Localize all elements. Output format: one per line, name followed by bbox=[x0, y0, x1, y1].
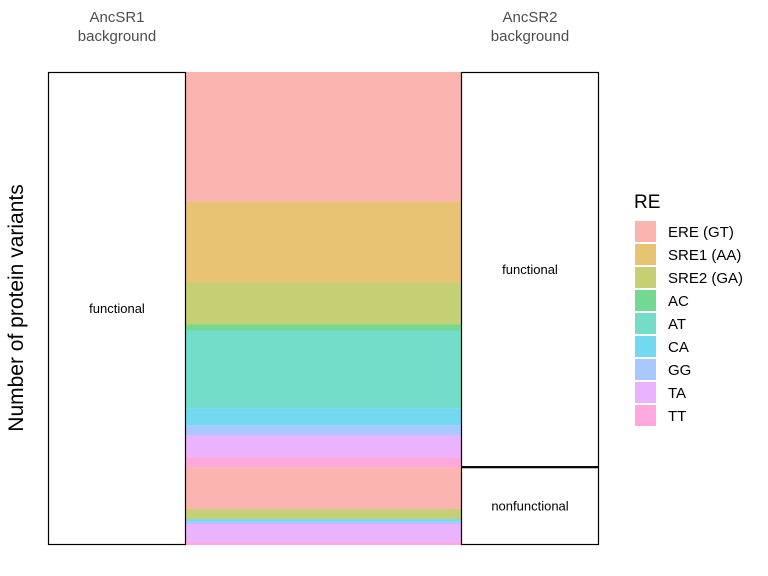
legend-swatch-sre2-ga bbox=[635, 267, 656, 288]
legend-swatch-at bbox=[635, 313, 656, 334]
flow-tt-nonfunctional bbox=[186, 542, 461, 545]
axis2-header-line2: background bbox=[491, 28, 569, 45]
legend-swatch-ac bbox=[635, 290, 656, 311]
flow-gg-functional bbox=[186, 425, 461, 436]
stratum-label-axis2-nonfunctional: nonfunctional bbox=[491, 499, 568, 514]
axis2-header-line1: AncSR2 bbox=[502, 9, 557, 26]
stratum-label-axis1-functional: functional bbox=[89, 301, 145, 316]
legend-label-ere-gt: ERE (GT) bbox=[668, 224, 734, 241]
legend-swatch-gg bbox=[635, 359, 656, 380]
flow-ere-gt-nonfunctional bbox=[186, 467, 461, 510]
legend: RE ERE (GT) SRE1 (AA) SRE2 (GA) AC AT CA GG TA TT bbox=[634, 192, 743, 426]
flow-ca-nonfunctional bbox=[186, 519, 461, 522]
legend-swatch-ere-gt bbox=[635, 221, 656, 242]
y-axis-title: Number of protein variants bbox=[5, 184, 28, 431]
legend-label-ca: CA bbox=[668, 339, 689, 356]
flow-sre2-ga-functional bbox=[186, 282, 461, 325]
flow-ta-functional bbox=[186, 435, 461, 458]
stratum-axis1-functional bbox=[47, 71, 187, 546]
legend-swatch-tt bbox=[635, 405, 656, 426]
flow-tt-functional bbox=[186, 457, 461, 468]
legend-label-tt: TT bbox=[668, 408, 686, 425]
flow-layer bbox=[186, 72, 461, 545]
legend-label-at: AT bbox=[668, 316, 686, 333]
flow-gg-nonfunctional bbox=[186, 521, 461, 525]
axis1-header-line1: AncSR1 bbox=[89, 9, 144, 26]
axis-layer: functional AncSR1 background functional nonf… bbox=[47, 9, 600, 546]
legend-swatch-ca bbox=[635, 336, 656, 357]
flow-ac-functional bbox=[186, 324, 461, 331]
stratum-axis2-functional bbox=[460, 71, 600, 468]
stratum-label-axis2-functional: functional bbox=[502, 262, 558, 277]
legend-label-ac: AC bbox=[668, 293, 689, 310]
stratum-axis2-nonfunctional bbox=[460, 467, 600, 546]
legend-swatch-sre1-aa bbox=[635, 244, 656, 265]
axis1-header-line2: background bbox=[78, 28, 156, 45]
flow-ere-gt-functional bbox=[186, 72, 461, 202]
flow-ca-functional bbox=[186, 408, 461, 426]
legend-title: RE bbox=[634, 192, 660, 213]
flow-at-functional bbox=[186, 330, 461, 409]
legend-label-sre1-aa: SRE1 (AA) bbox=[668, 247, 741, 264]
flow-sre2-ga-nonfunctional bbox=[186, 509, 461, 520]
flow-sre1-aa-functional bbox=[186, 201, 461, 283]
legend-label-sre2-ga: SRE2 (GA) bbox=[668, 270, 743, 287]
flow-ta-nonfunctional bbox=[186, 524, 461, 542]
legend-label-ta: TA bbox=[668, 385, 686, 402]
legend-label-gg: GG bbox=[668, 362, 691, 379]
legend-swatch-ta bbox=[635, 382, 656, 403]
